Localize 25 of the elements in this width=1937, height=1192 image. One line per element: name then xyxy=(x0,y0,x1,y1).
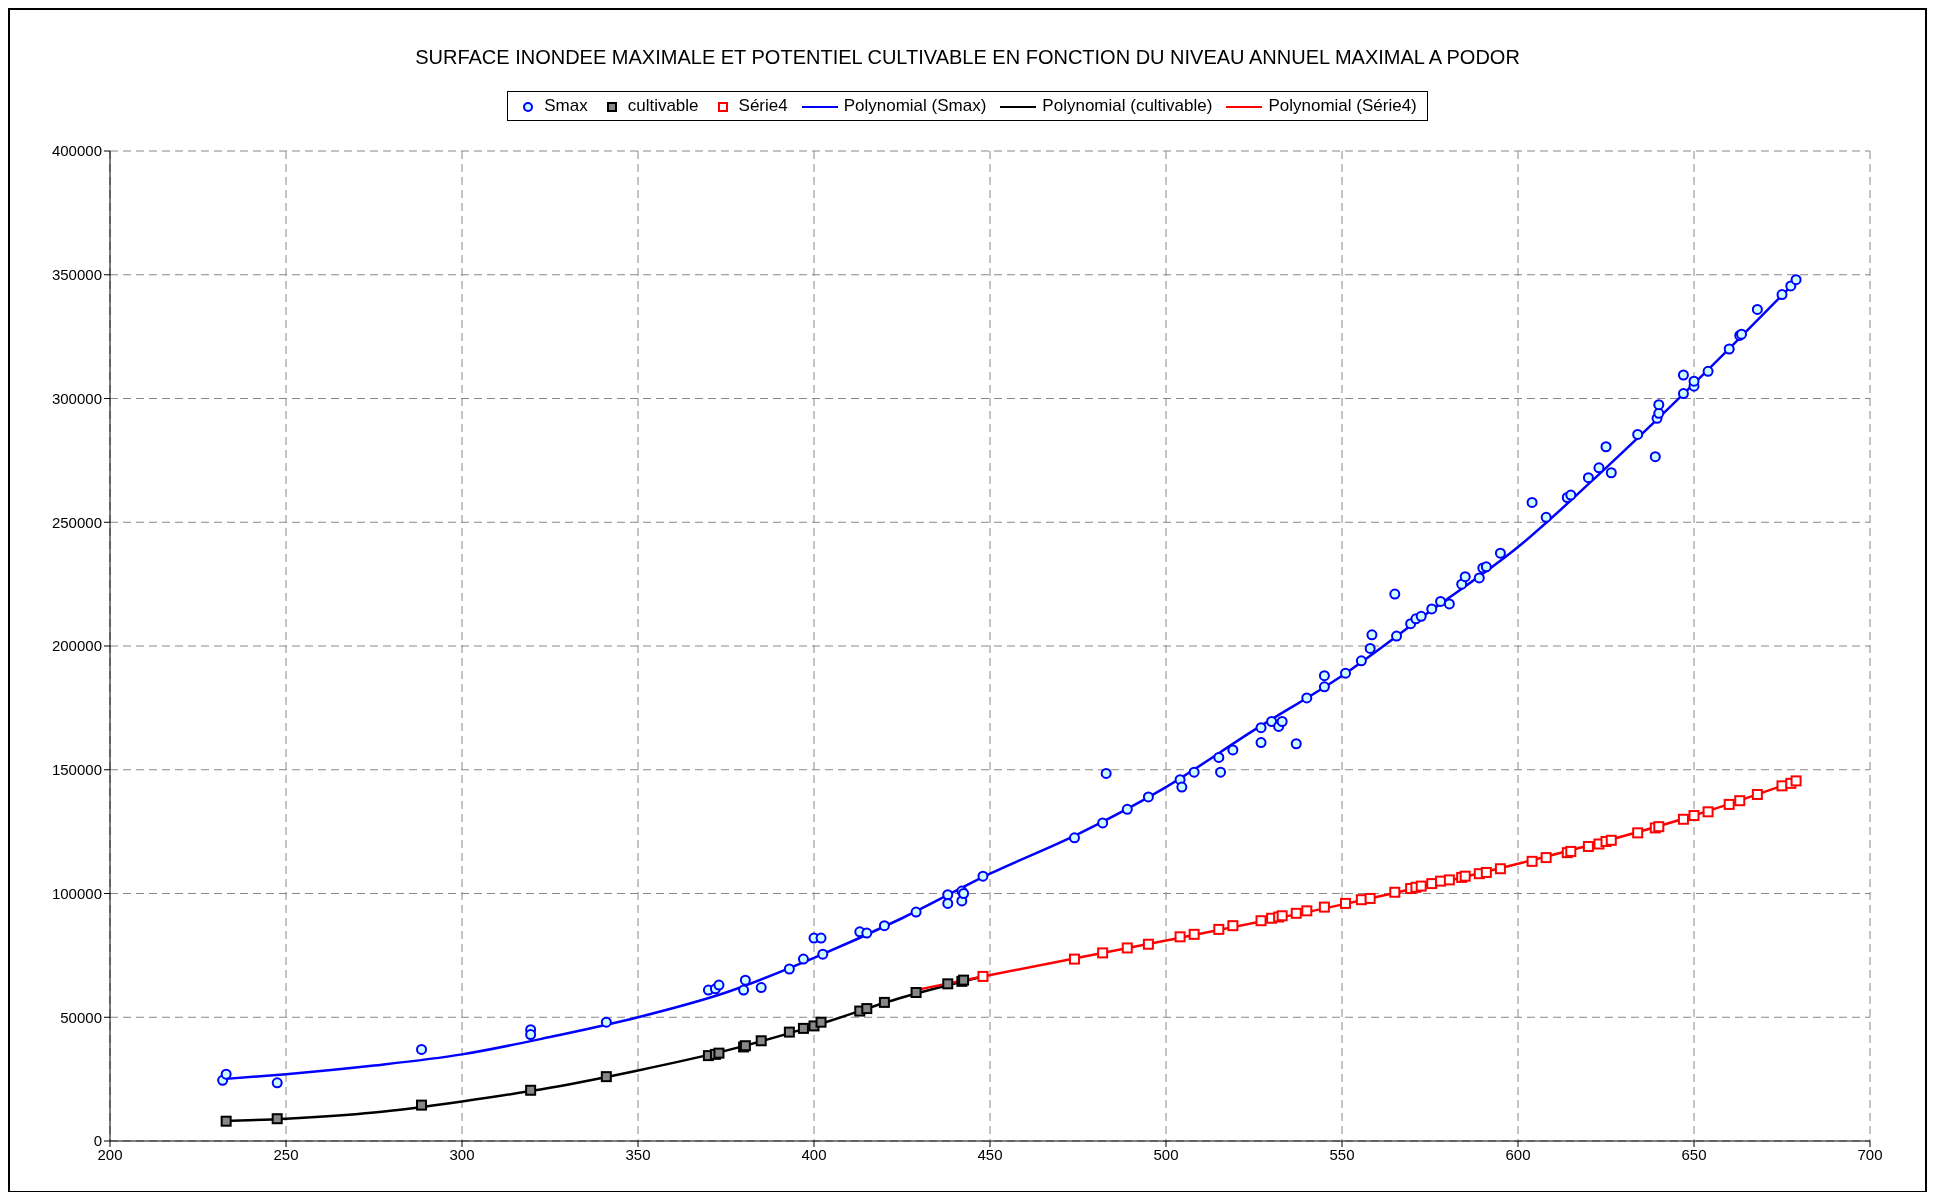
legend-label: Série4 xyxy=(737,96,788,116)
legend-label: Smax xyxy=(543,96,588,116)
chart-title: SURFACE INONDEE MAXIMALE ET POTENTIEL CULTIVABLE EN FONCTION DU NIVEAU ANNUEL MAXIMAL A PODOR xyxy=(414,46,1521,69)
x-tick-label: 550 xyxy=(1329,1145,1355,1163)
x-tick-label: 500 xyxy=(1153,1145,1179,1163)
y-tick-label: 350000 xyxy=(51,266,102,284)
x-tick-label: 450 xyxy=(977,1145,1003,1163)
x-tick-label: 400 xyxy=(801,1145,827,1163)
x-tick-label: 350 xyxy=(625,1145,651,1163)
x-tick-label: 600 xyxy=(1505,1145,1531,1163)
y-tick-label: 300000 xyxy=(51,389,102,407)
y-tick-label: 200000 xyxy=(51,637,102,655)
legend-label: cultivable xyxy=(626,96,699,116)
y-tick-label: 250000 xyxy=(51,513,102,531)
y-tick-label: 100000 xyxy=(51,884,102,902)
x-tick-label: 250 xyxy=(273,1145,299,1163)
y-tick-label: 50000 xyxy=(60,1008,102,1026)
legend-label: Polynomial (cultivable) xyxy=(1041,96,1213,116)
legend-label: Polynomial (Série4) xyxy=(1267,96,1417,116)
x-tick-label: 650 xyxy=(1681,1145,1707,1163)
legend-label: Polynomial (Smax) xyxy=(842,96,987,116)
x-tick-label: 300 xyxy=(449,1145,475,1163)
y-tick-label: 150000 xyxy=(51,761,102,779)
y-tick-label: 400000 xyxy=(51,142,102,160)
x-tick-label: 700 xyxy=(1857,1145,1883,1163)
